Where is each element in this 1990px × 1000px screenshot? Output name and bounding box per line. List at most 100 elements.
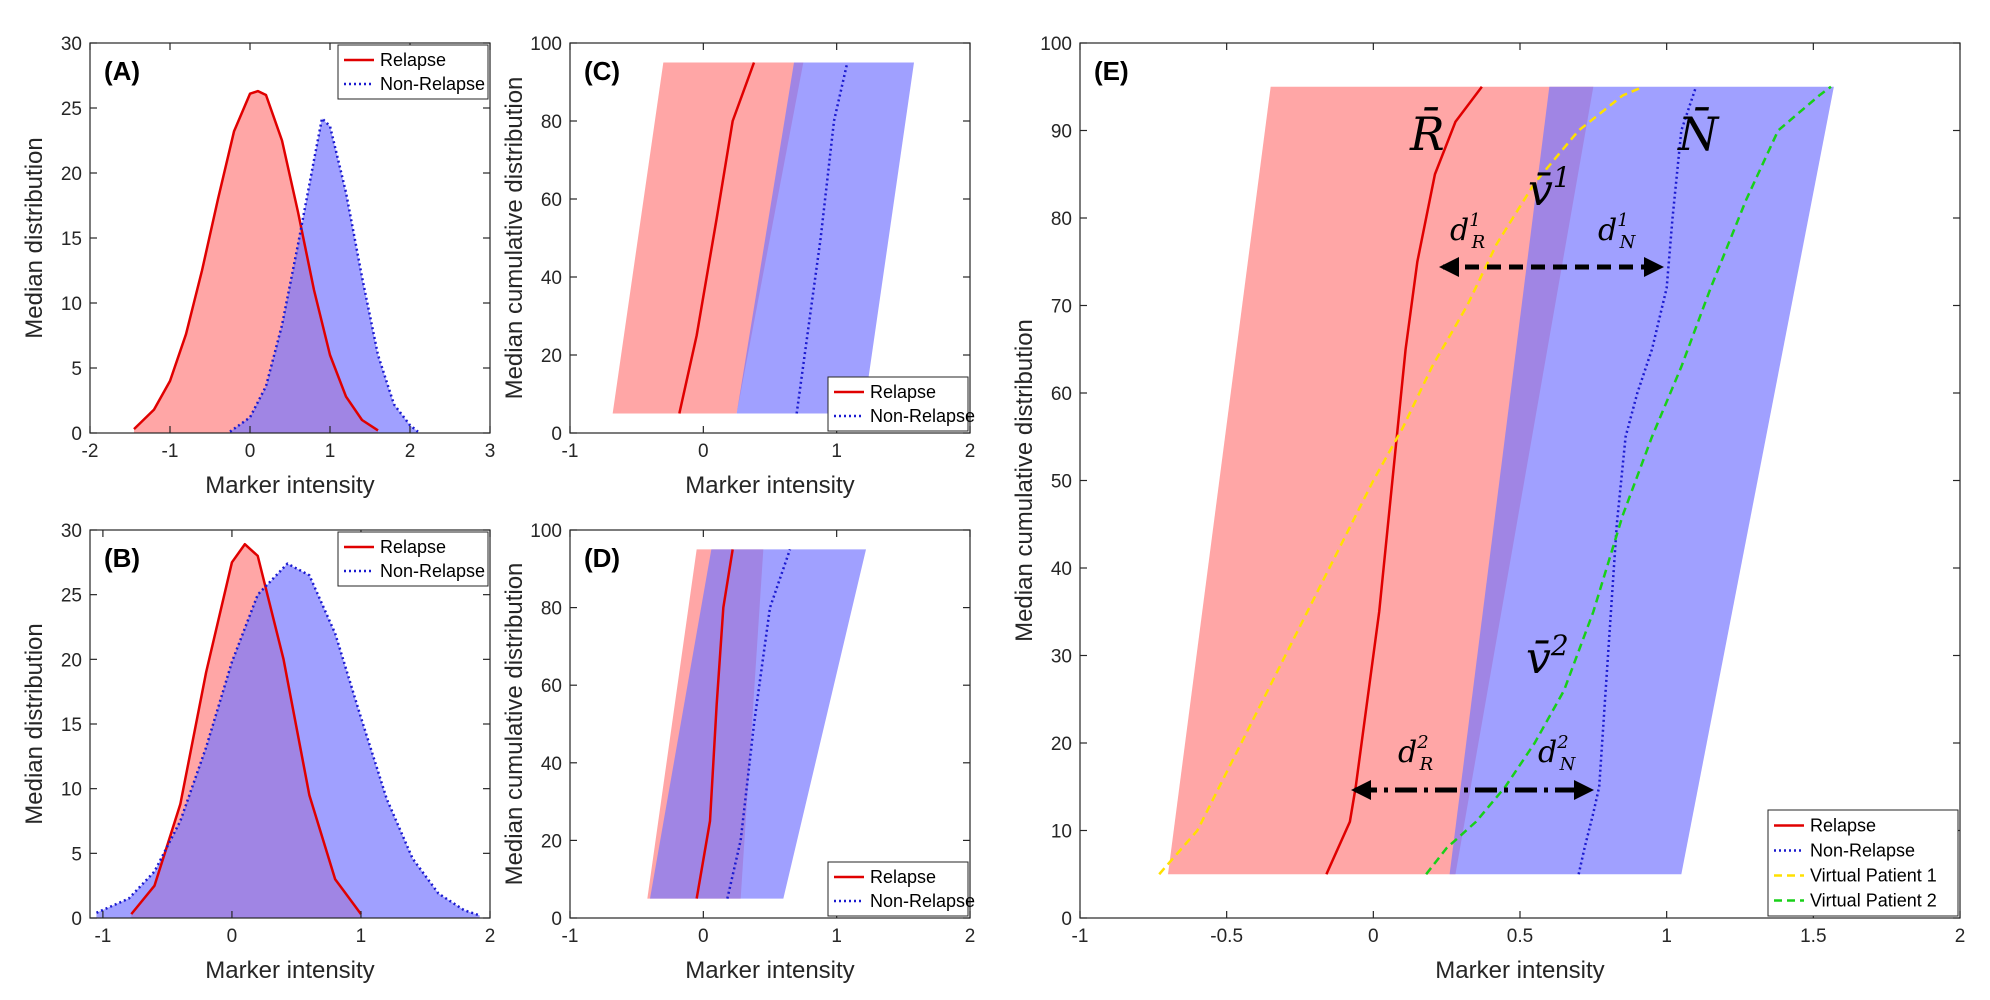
annotation-d-n-2: d2 N [1538, 732, 1577, 775]
y-tick-label: 20 [541, 346, 562, 367]
x-tick-label: 2 [485, 926, 496, 947]
y-axis-label: Median cumulative distribution [501, 77, 528, 400]
x-tick-label: -1 [1072, 926, 1089, 947]
y-tick-label: 80 [1051, 209, 1072, 230]
y-tick-label: 30 [1051, 647, 1072, 668]
annotation-d-r-2-sub: R [1419, 754, 1434, 775]
y-tick-label: 25 [61, 586, 82, 607]
y-tick-label: 20 [61, 650, 82, 671]
legend-label: Relapse [380, 50, 446, 70]
plot-area-c [612, 62, 914, 414]
panel-e-annotations: R̄ N̄ v̄1 v̄2 d1 R d1 N d2 R d2 N [1351, 106, 1720, 800]
y-tick-label: 0 [551, 909, 562, 930]
y-tick-label: 20 [1051, 734, 1072, 755]
legend-box [337, 44, 489, 100]
y-tick-label: 60 [541, 676, 562, 697]
annotation-d-n-1-sup: 1 [1617, 210, 1628, 231]
legend-label: Non-Relapse [1810, 841, 1915, 861]
panel-label: (B) [104, 543, 140, 573]
panel-label: (D) [584, 543, 620, 573]
panel-e: -1 -0.5 0 0.5 1 1.5 20102030405060708090100Mar… [1011, 34, 1965, 984]
x-tick-label: 0.5 [1507, 926, 1533, 947]
x-tick-label: -1 [162, 441, 179, 462]
y-tick-label: 10 [61, 294, 82, 315]
y-tick-label: 30 [61, 521, 82, 542]
y-tick-label: 20 [541, 831, 562, 852]
y-tick-label: 90 [1051, 122, 1072, 143]
x-tick-label: -1 [94, 926, 111, 947]
annotation-v1: v̄1 [1528, 161, 1571, 216]
x-axis-label: Marker intensity [1435, 957, 1604, 984]
annotation-r-bar: R̄ [1409, 106, 1445, 161]
annotation-v1-base: v̄ [1528, 165, 1553, 216]
annotation-d-r-1-base: d [1450, 213, 1469, 248]
y-tick-label: 40 [541, 268, 562, 289]
legend-label: Relapse [380, 537, 446, 557]
y-tick-label: 50 [1051, 472, 1072, 493]
y-tick-label: 0 [551, 424, 562, 445]
y-tick-label: 100 [530, 521, 562, 542]
annotation-d-n-2-base: d [1538, 735, 1557, 770]
legend-label: Relapse [1810, 816, 1876, 836]
line-relapse [695, 549, 734, 899]
legend-label: Virtual Patient 1 [1810, 866, 1937, 886]
y-tick-label: 25 [61, 99, 82, 120]
panel-label: (E) [1094, 56, 1129, 86]
y-axis-label: Median cumulative distribution [1011, 319, 1038, 642]
annotation-d-n-2-sup: 2 [1556, 732, 1568, 753]
x-tick-label: 0 [1368, 926, 1379, 947]
axes-box-c [569, 42, 971, 434]
x-tick-label: 2 [965, 441, 976, 462]
line-relapse [1325, 85, 1483, 875]
annotation-d-n-1: d1 N [1598, 210, 1637, 253]
x-tick-label: -2 [82, 441, 99, 462]
y-tick-label: 70 [1051, 297, 1072, 318]
y-axis-label: Median distribution [21, 137, 48, 338]
legend-label: Non-Relapse [870, 406, 975, 426]
x-axis-label: Marker intensity [205, 472, 374, 499]
line-relapse [133, 89, 379, 432]
x-tick-label: 2 [1955, 926, 1966, 947]
legend-label: Non-Relapse [380, 74, 485, 94]
y-tick-label: 0 [71, 424, 82, 445]
annotation-d-r-2-base: d [1398, 735, 1417, 770]
annotation-d-r-1: d1 R [1450, 210, 1485, 253]
band-non-relapse [650, 549, 866, 899]
band-non-relapse [736, 62, 914, 414]
legend-box [337, 531, 489, 587]
y-tick-label: 20 [61, 164, 82, 185]
annotation-d-r-1-sup: 1 [1469, 210, 1480, 231]
annotation-d-n-2-sub: N [1559, 754, 1577, 775]
legend-box [827, 376, 969, 432]
y-tick-label: 40 [541, 754, 562, 775]
line-relapse [130, 542, 362, 915]
band-relapse [612, 62, 804, 414]
annotation-n-bar: N̄ [1677, 106, 1720, 161]
y-tick-label: 5 [71, 844, 82, 865]
x-tick-label: 0 [698, 441, 709, 462]
y-tick-label: 15 [61, 715, 82, 736]
legend-label: Relapse [870, 867, 936, 887]
x-tick-label: 0 [245, 441, 256, 462]
y-axis-label: Median distribution [21, 623, 48, 824]
area-non-relapse [96, 563, 480, 918]
x-tick-label: 3 [485, 441, 496, 462]
line-non-relapse [1577, 86, 1698, 875]
annotation-d-r-2-sup: 2 [1416, 732, 1428, 753]
legend: Relapse Non-Relapse [337, 531, 489, 587]
band-non-relapse [1449, 86, 1834, 875]
annotation-v2-sup: 2 [1550, 629, 1569, 662]
legend-box [827, 861, 969, 917]
panel-label: (C) [584, 56, 620, 86]
y-tick-label: 60 [541, 190, 562, 211]
legend: Relapse Non-Relapse [827, 861, 975, 917]
annotation-d-r-1-sub: R [1471, 232, 1486, 253]
y-tick-label: 30 [61, 34, 82, 55]
x-tick-label: -0.5 [1210, 926, 1243, 947]
x-tick-label: 1 [831, 926, 842, 947]
line-non-relapse [726, 548, 792, 899]
legend-box [1767, 809, 1959, 917]
annotation-d-r-2: d2 R [1398, 732, 1433, 775]
